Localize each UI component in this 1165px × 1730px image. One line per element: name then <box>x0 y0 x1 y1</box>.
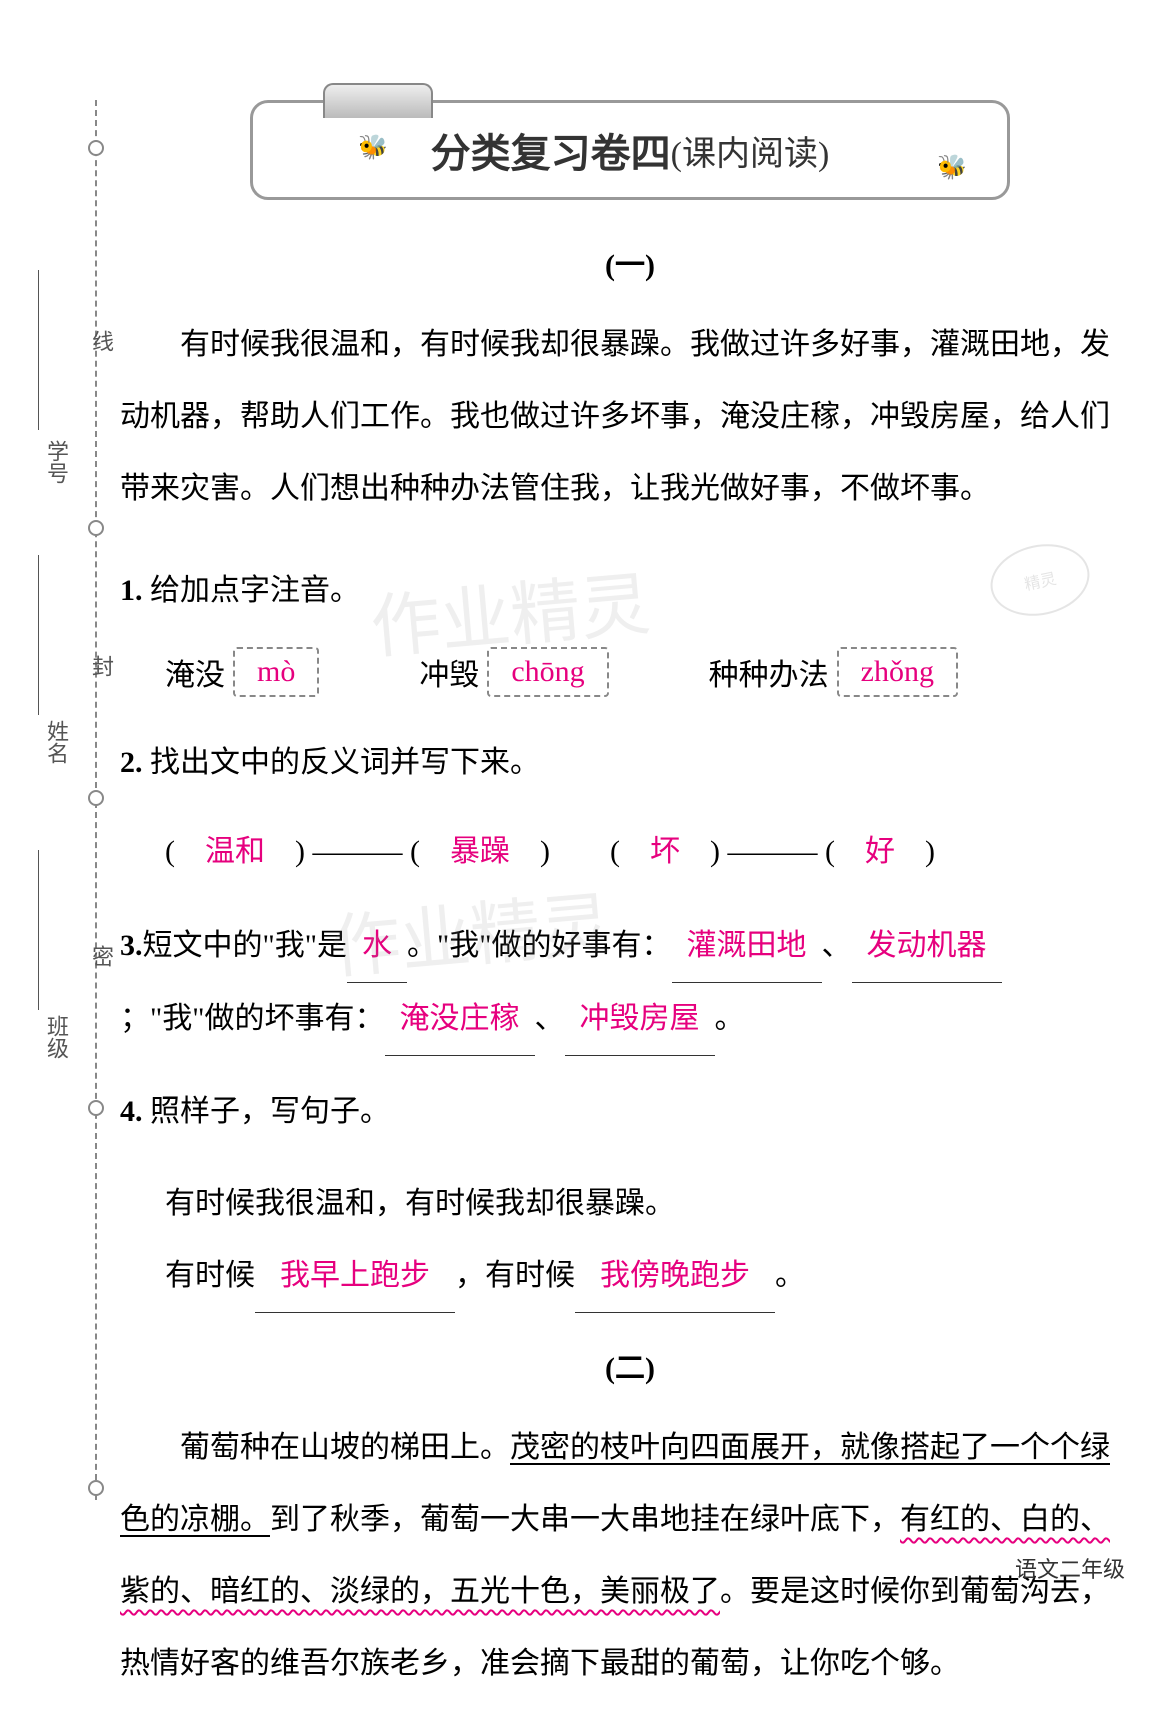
q-text: 。"我"做的好事有： <box>407 929 672 962</box>
fill-answer: 发动机器 <box>852 910 1002 983</box>
sidebar-underline <box>38 850 40 1010</box>
sidebar-ring <box>88 140 104 156</box>
antonym-answer: 温和 <box>205 835 265 868</box>
antonym-answer: 暴躁 <box>450 835 510 868</box>
passage-2: 葡萄种在山坡的梯田上。茂密的枝叶向四面展开，就像搭起了一个个绿色的凉棚。到了秋季… <box>120 1412 1140 1700</box>
q-number: 1. <box>120 574 143 607</box>
page-subtitle: (课内阅读) <box>671 126 830 175</box>
fill-prefix: 有时候 <box>165 1259 255 1292</box>
q-number: 4. <box>120 1095 143 1128</box>
fill-answer: 淹没庄稼 <box>385 983 535 1056</box>
fill-answer: 我早上跑步 <box>255 1240 455 1313</box>
q-text: 给加点字注音。 <box>150 574 360 607</box>
example-sentence: 有时候我很温和，有时候我却很暴躁。 <box>165 1168 1140 1240</box>
bee-icon: 🐝 <box>937 153 967 182</box>
pinyin-word: 种种办法 <box>709 650 829 694</box>
section-number-2: (二) <box>120 1343 1140 1387</box>
fill-sentence: 有时候我早上跑步，有时候我傍晚跑步。 <box>165 1240 1140 1313</box>
passage-text: 到了秋季，葡萄一大串一大串地挂在绿叶底下， <box>270 1503 900 1536</box>
q-text: 找出文中的反义词并写下来。 <box>150 746 540 779</box>
question-4: 4. 照样子，写句子。 <box>120 1076 1140 1148</box>
antonym-answer: 坏 <box>650 835 680 868</box>
sidebar-char-xian: 线 <box>85 330 117 352</box>
passage-text: 葡萄种在山坡的梯田上。 <box>180 1431 510 1464</box>
q-text: 。 <box>715 1002 745 1035</box>
binding-sidebar: 线 封 密 学号 姓名 班级 <box>0 0 120 1609</box>
fill-end: 。 <box>775 1259 805 1292</box>
sidebar-label-student-id: 学号 <box>40 440 72 484</box>
pinyin-item: 种种办法 zhǒng <box>709 647 958 697</box>
fill-answer: 灌溉田地 <box>672 910 822 983</box>
sidebar-underline <box>38 555 40 715</box>
title-tab <box>323 83 433 118</box>
fill-mid: ，有时候 <box>455 1259 575 1292</box>
title-box: 🐝 🐝 分类复习卷四(课内阅读) <box>250 100 1010 200</box>
pinyin-item: 淹没 mò <box>165 647 319 697</box>
sidebar-ring <box>88 1480 104 1496</box>
sidebar-label-name: 姓名 <box>40 720 72 764</box>
pinyin-item: 冲毁 chōng <box>419 647 608 697</box>
page-content: 🐝 🐝 分类复习卷四(课内阅读) (一) 有时候我很温和，有时候我却很暴躁。我做… <box>120 0 1140 1730</box>
sidebar-ring <box>88 1100 104 1116</box>
sidebar-label-class: 班级 <box>40 1015 72 1059</box>
page-footer: 语文二年级 <box>1015 1552 1125 1584</box>
section-number-1: (一) <box>120 240 1140 284</box>
bee-icon: 🐝 <box>358 133 388 162</box>
passage-1: 有时候我很温和，有时候我却很暴躁。我做过许多好事，灌溉田地，发动机器，帮助人们工… <box>120 309 1140 525</box>
fill-answer: 冲毁房屋 <box>565 983 715 1056</box>
pinyin-row: 淹没 mò 冲毁 chōng 种种办法 zhǒng <box>165 647 1140 697</box>
antonym-row: ( 温和 ) ——— ( 暴躁 ) ( 坏 ) ——— ( 好 ) <box>165 819 1140 885</box>
fill-answer: 水 <box>347 910 407 983</box>
question-3: 3.短文中的"我"是水。"我"做的好事有：灌溉田地、发动机器；"我"做的坏事有：… <box>120 910 1140 1056</box>
pinyin-answer: zhǒng <box>837 647 958 697</box>
pinyin-word: 冲毁 <box>419 650 479 694</box>
pinyin-answer: mò <box>233 647 319 697</box>
q-text: 照样子，写句子。 <box>150 1095 390 1128</box>
pinyin-word: 淹没 <box>165 650 225 694</box>
q-text: ；"我"做的坏事有： <box>120 1002 385 1035</box>
page-title: 分类复习卷四 <box>431 121 671 179</box>
q-number: 2. <box>120 746 143 779</box>
sidebar-char-mi: 密 <box>85 945 117 967</box>
fill-answer: 我傍晚跑步 <box>575 1240 775 1313</box>
q-text: 短文中的"我"是 <box>143 929 348 962</box>
sidebar-underline <box>38 270 40 430</box>
pinyin-answer: chōng <box>487 647 608 697</box>
sidebar-ring <box>88 520 104 536</box>
question-2: 2. 找出文中的反义词并写下来。 <box>120 727 1140 799</box>
question-1: 1. 给加点字注音。 <box>120 555 1140 627</box>
sidebar-ring <box>88 790 104 806</box>
q-number: 3. <box>120 929 143 962</box>
sidebar-char-feng: 封 <box>85 655 117 677</box>
antonym-answer: 好 <box>865 835 895 868</box>
